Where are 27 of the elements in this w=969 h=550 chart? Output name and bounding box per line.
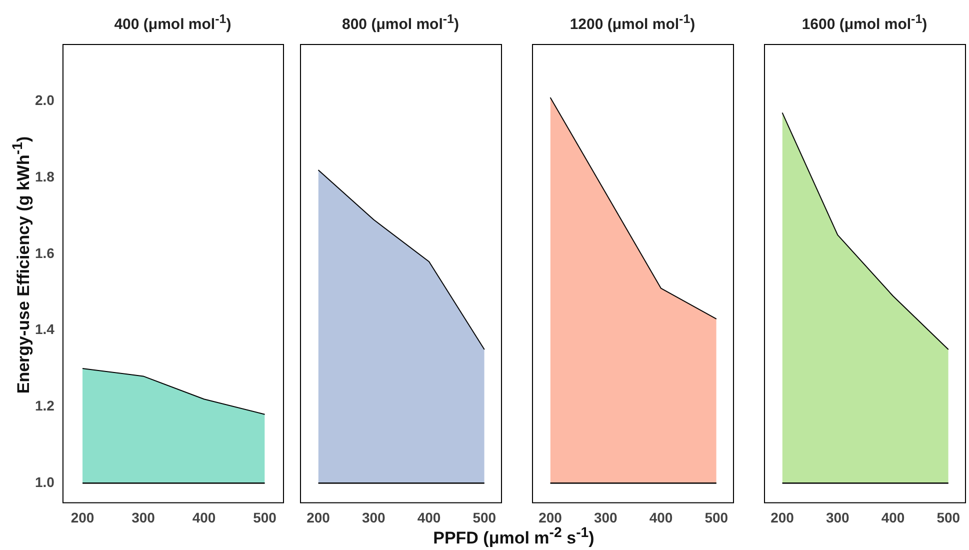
x-tick-label: 200 [770, 509, 794, 526]
x-tick-label: 300 [594, 509, 618, 526]
chart-title: 800 (μmol mol$^{-1}$) [342, 12, 459, 33]
x-tick-label: 500 [936, 509, 960, 526]
x-tick-label: 300 [132, 509, 156, 526]
x-tick-label: 300 [826, 509, 850, 526]
x-tick-label: 400 [649, 509, 673, 526]
chart-title: 1200 (μmol mol$^{-1}$) [570, 12, 696, 33]
x-tick-label: 500 [704, 509, 728, 526]
x-tick-label: 400 [881, 509, 905, 526]
x-tick-label: 200 [306, 509, 330, 526]
y-tick-label: 1.4 [34, 321, 55, 338]
y-tick-label: 2.0 [34, 92, 55, 108]
x-tick-label: 300 [362, 509, 386, 526]
chart-title: 1600 (μmol mol$^{-1}$) [802, 12, 928, 33]
y-tick-label: 1.2 [34, 398, 55, 414]
x-tick-label: 500 [253, 509, 277, 526]
y-tick-label: 1.8 [34, 168, 55, 184]
y-tick-label: 1.0 [34, 474, 55, 490]
x-tick-label: 400 [417, 509, 441, 526]
x-tick-label: 200 [538, 509, 562, 526]
x-tick-label: 400 [192, 509, 216, 526]
x-tick-label: 500 [472, 509, 496, 526]
x-axis-title: PPFD (μmol m$^{-2}$ s$^{-1}$) [433, 525, 594, 549]
y-tick-label: 1.6 [34, 244, 55, 261]
x-tick-label: 200 [70, 509, 94, 526]
chart-title: 400 (μmol mol$^{-1}$) [114, 12, 232, 33]
